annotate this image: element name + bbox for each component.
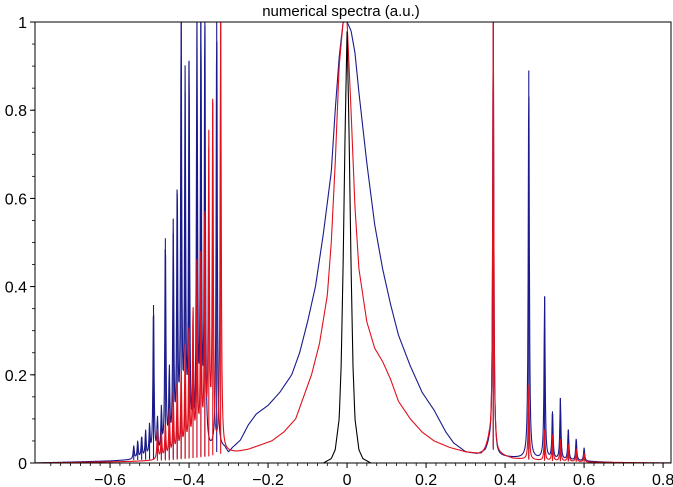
x-tick-label: −0.4 (173, 472, 205, 487)
series-line-1 (35, 21, 671, 464)
chart-title: numerical spectra (a.u.) (262, 3, 420, 20)
plot-frame (34, 21, 672, 464)
x-tick-label: 0 (343, 472, 352, 487)
x-tick-label: 0.2 (415, 472, 437, 487)
series-line-2 (35, 31, 671, 464)
y-tick-label: 0 (18, 456, 27, 473)
y-tick-label: 0.4 (5, 280, 27, 297)
y-tick-label: 0.6 (5, 191, 27, 208)
y-tick-label: 0.2 (5, 368, 27, 385)
y-tick-label: 0.8 (5, 103, 27, 120)
x-tick-label: −0.6 (94, 472, 126, 487)
x-tick-label: 0.4 (494, 472, 516, 487)
y-ticks: 0 0.2 0.4 0.6 0.8 1 (5, 15, 35, 473)
x-ticks: −0.6 −0.4 −0.2 0 0.2 0.4 0.6 0.8 (50, 463, 673, 487)
series-layer (34, 21, 671, 464)
x-tick-label: −0.2 (252, 472, 284, 487)
y-tick-label: 1 (18, 15, 27, 32)
series-line-0 (34, 21, 671, 464)
x-tick-label: 0.8 (652, 472, 673, 487)
x-tick-label: 0.6 (573, 472, 595, 487)
